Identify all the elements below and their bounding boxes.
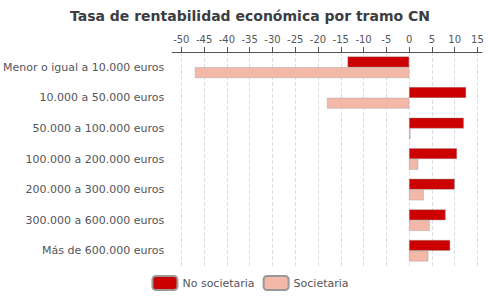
- svg-text:-50: -50: [173, 34, 189, 45]
- svg-text:-25: -25: [287, 34, 303, 45]
- svg-text:-5: -5: [381, 34, 391, 45]
- svg-text:15: 15: [471, 34, 484, 45]
- svg-text:-35: -35: [241, 34, 257, 45]
- svg-text:-40: -40: [219, 34, 235, 45]
- svg-text:Tasa de rentabilidad económica: Tasa de rentabilidad económica por tramo…: [70, 8, 430, 24]
- svg-text:10.000 a 50.000 euros: 10.000 a 50.000 euros: [40, 91, 165, 104]
- svg-text:-45: -45: [196, 34, 212, 45]
- svg-text:Menor o igual a 10.000 euros: Menor o igual a 10.000 euros: [3, 61, 164, 74]
- svg-text:Societaria: Societaria: [294, 277, 349, 290]
- svg-text:200.000 a 300.000 euros: 200.000 a 300.000 euros: [26, 183, 165, 196]
- svg-text:-10: -10: [355, 34, 371, 45]
- svg-text:-20: -20: [310, 34, 326, 45]
- svg-text:50.000 a 100.000 euros: 50.000 a 100.000 euros: [33, 122, 165, 135]
- svg-text:5: 5: [429, 34, 435, 45]
- svg-text:-30: -30: [264, 34, 280, 45]
- svg-text:300.000 a 600.000 euros: 300.000 a 600.000 euros: [26, 214, 165, 227]
- svg-text:Más de 600.000 euros: Más de 600.000 euros: [42, 244, 164, 257]
- svg-text:-15: -15: [333, 34, 349, 45]
- svg-text:0: 0: [406, 34, 412, 45]
- svg-text:100.000 a 200.000 euros: 100.000 a 200.000 euros: [26, 153, 165, 166]
- svg-text:No societaria: No societaria: [182, 277, 254, 290]
- svg-text:10: 10: [448, 34, 461, 45]
